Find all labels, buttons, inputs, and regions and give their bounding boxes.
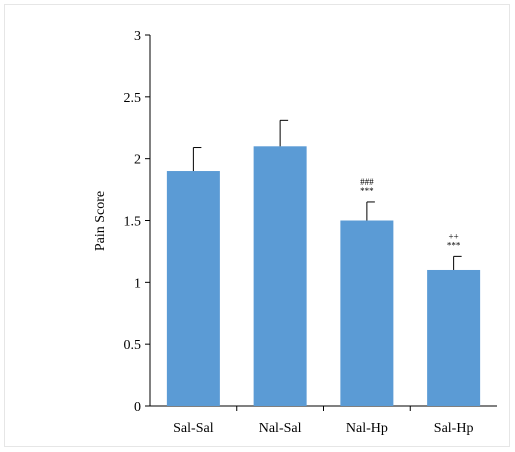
y-axis-label: Pain Score	[93, 191, 108, 251]
y-tick-label: 3	[134, 29, 141, 44]
y-tick-label: 2	[134, 153, 141, 168]
significance-marker: ###	[360, 177, 374, 187]
x-tick-label: Sal-Hp	[434, 421, 474, 436]
labels: 0 0.5 1 1.5 2 2.5 3 Sal-Sal Nal-Sal Nal-Hp Sal-Hp #…	[124, 29, 474, 436]
x-tick-label: Nal-Hp	[346, 421, 388, 436]
significance-marker: ++	[449, 231, 459, 241]
bar-nal-sal	[253, 146, 307, 407]
bar-sal-sal	[166, 171, 220, 406]
significance-marker: ***	[360, 186, 374, 196]
bar-sal-hp	[427, 269, 481, 406]
y-tick-label: 2.5	[124, 91, 142, 106]
y-tick-label: 0.5	[124, 338, 142, 353]
bar-nal-hp	[340, 220, 394, 406]
y-tick-label: 0	[134, 400, 141, 415]
significance-marker: ***	[447, 240, 461, 250]
y-tick-label: 1.5	[124, 215, 142, 230]
y-tick-label: 1	[134, 276, 141, 291]
x-tick-label: Nal-Sal	[259, 421, 302, 436]
bars	[166, 119, 481, 407]
x-tick-label: Sal-Sal	[173, 421, 214, 436]
